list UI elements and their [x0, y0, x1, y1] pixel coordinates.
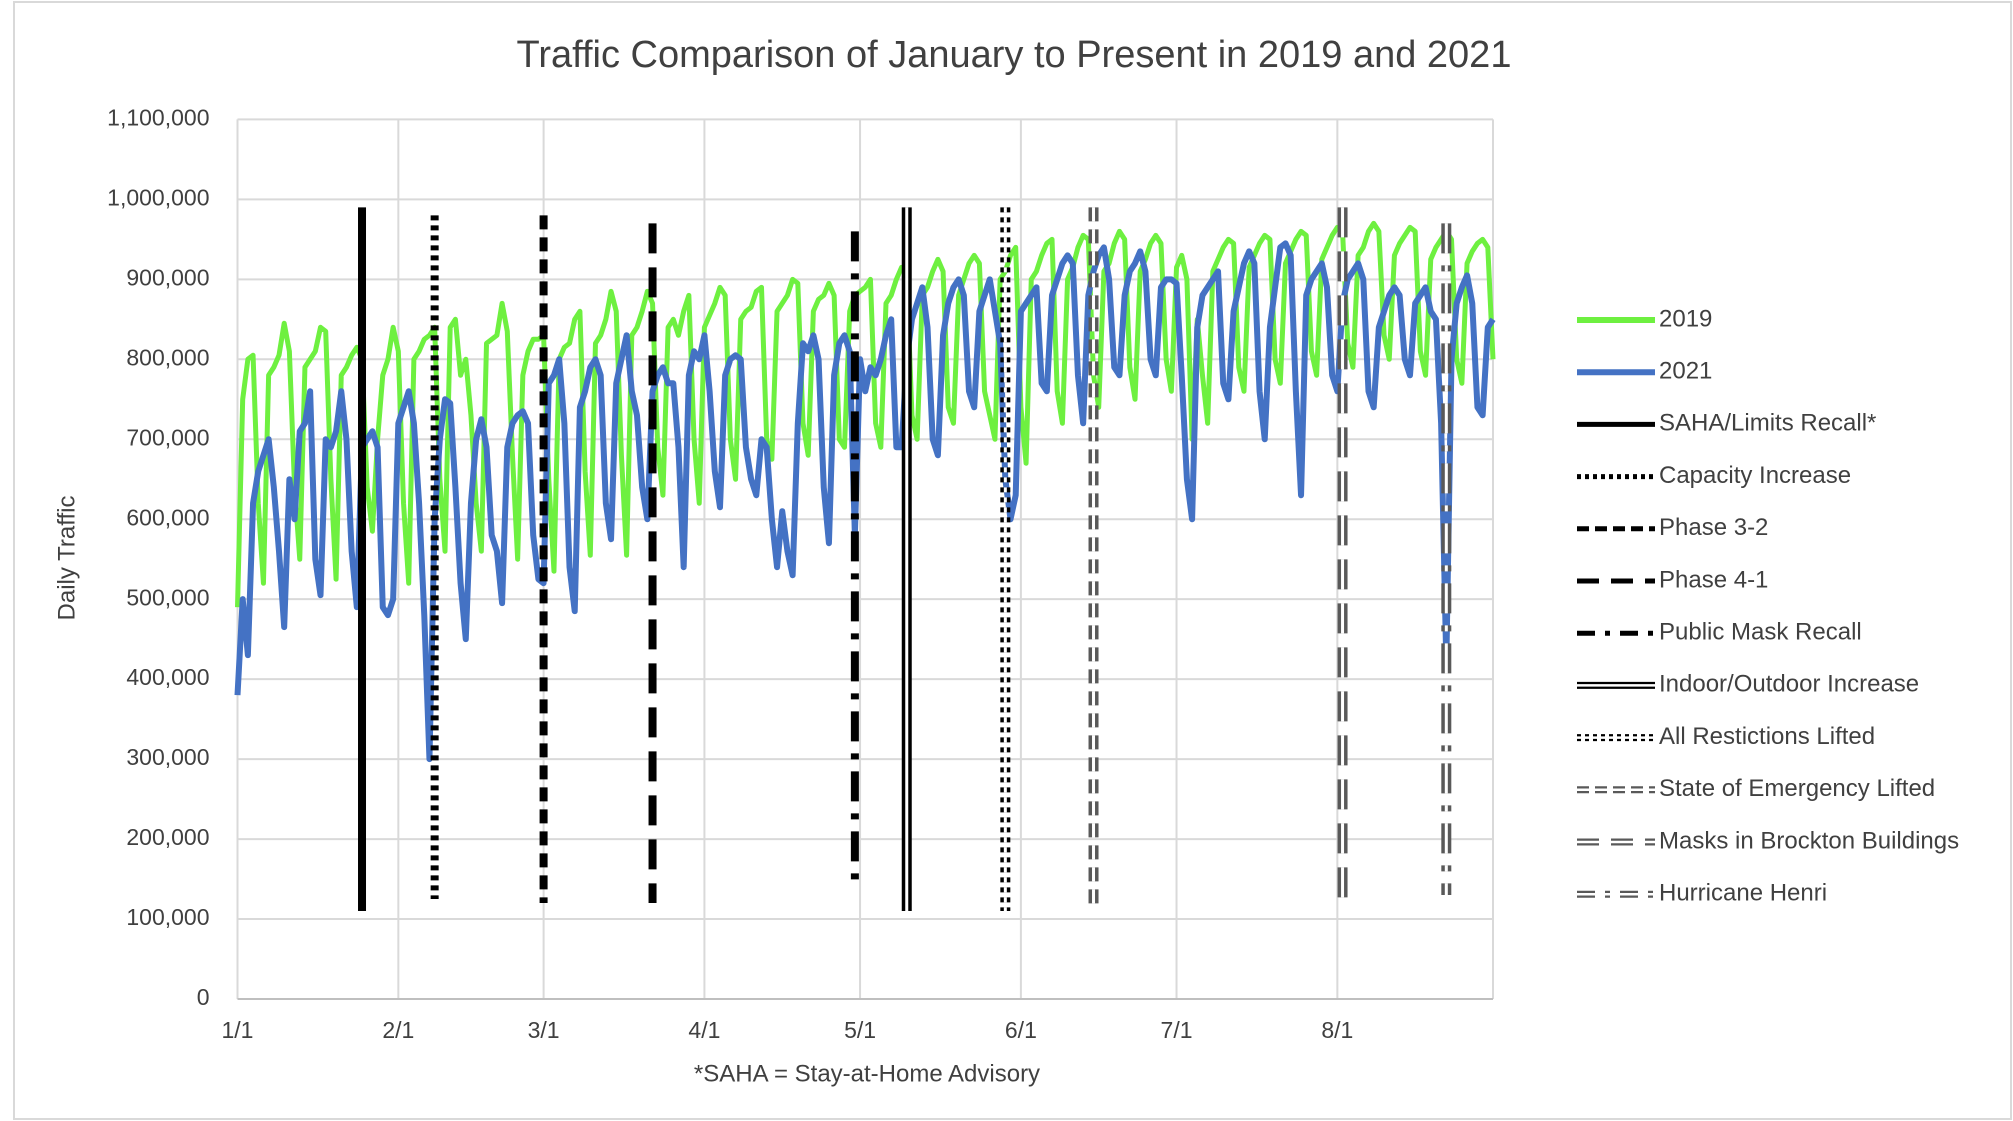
chart-title: Traffic Comparison of January to Present…	[517, 34, 1512, 76]
annotation: *SAHA = Stay-at-Home Advisory	[694, 1060, 1040, 1087]
legend-label: All Restictions Lifted	[1659, 723, 1875, 750]
labels: Traffic Comparison of January to Present…	[53, 34, 1511, 1087]
series-lines	[234, 220, 1496, 763]
series-line	[234, 240, 1496, 763]
y-tick-label: 100,000	[126, 904, 209, 930]
y-axis-label: Daily Traffic	[53, 496, 80, 621]
y-tick-label: 300,000	[126, 744, 209, 770]
grid	[236, 118, 1494, 1000]
legend-label: Phase 3-2	[1659, 514, 1768, 541]
legend-label: 2021	[1659, 358, 1712, 385]
x-tick-label: 6/1	[1005, 1017, 1037, 1043]
x-tick-label: 3/1	[528, 1017, 560, 1043]
y-tick-label: 800,000	[126, 344, 209, 370]
y-tick-label: 700,000	[126, 424, 209, 450]
legend-label: 2019	[1659, 305, 1712, 332]
legend-label: State of Emergency Lifted	[1659, 775, 1935, 802]
legend-label: Masks in Brockton Buildings	[1659, 827, 1959, 854]
legend-label: Indoor/Outdoor Increase	[1659, 671, 1919, 698]
y-tick-label: 400,000	[126, 664, 209, 690]
chart-frame	[13, 1, 2012, 1120]
series-line	[235, 220, 1496, 608]
y-tick-label: 900,000	[126, 264, 209, 290]
legend-label: Capacity Increase	[1659, 462, 1851, 489]
x-tick-label: 8/1	[1321, 1017, 1353, 1043]
legend: 2019 2021 SAHA/Limits Recall* Capacity Incr…	[1577, 305, 1959, 907]
y-tick-label: 0	[197, 984, 210, 1010]
x-tick-label: 4/1	[688, 1017, 720, 1043]
x-tick-label: 7/1	[1161, 1017, 1193, 1043]
legend-label: Phase 4-1	[1659, 566, 1768, 593]
y-tick-label: 500,000	[126, 584, 209, 610]
y-tick-label: 1,100,000	[107, 104, 209, 130]
legend-label: Public Mask Recall	[1659, 619, 1862, 646]
y-tick-label: 600,000	[126, 504, 209, 530]
legend-label: Hurricane Henri	[1659, 880, 1827, 907]
y-tick-label: 1,000,000	[107, 184, 209, 210]
y-tick-label: 200,000	[126, 824, 209, 850]
x-tick-label: 1/1	[222, 1017, 254, 1043]
event-lines	[358, 207, 1452, 912]
x-tick-label: 5/1	[844, 1017, 876, 1043]
legend-label: SAHA/Limits Recall*	[1659, 410, 1876, 437]
x-tick-label: 2/1	[382, 1017, 414, 1043]
